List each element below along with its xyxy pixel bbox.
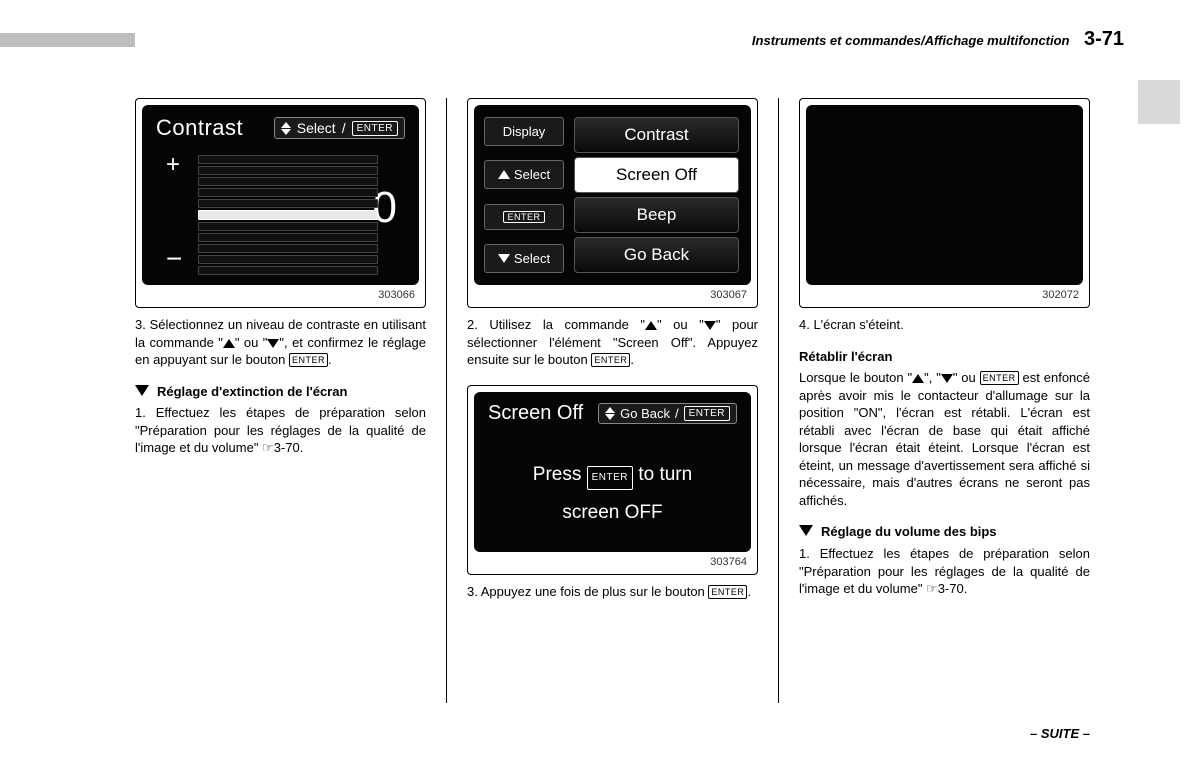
- menu-item-beep[interactable]: Beep: [574, 197, 739, 233]
- col3-heading: Rétablir l'écran: [799, 348, 1090, 366]
- col3-text: 4. L'écran s'éteint. Rétablir l'écran Lo…: [799, 316, 1090, 604]
- display-button[interactable]: Display: [484, 117, 564, 146]
- select-down-button[interactable]: Select: [484, 244, 564, 273]
- screen-blank: [806, 105, 1083, 285]
- col1-subheading: Réglage d'extinction de l'écran: [135, 383, 426, 401]
- col2-text2: 3. Appuyez une fois de plus sur le bouto…: [467, 583, 758, 607]
- menu-items: Contrast Screen Off Beep Go Back: [574, 117, 739, 273]
- contrast-bars: [198, 155, 378, 277]
- goback-enter-box: Go Back / ENTER: [598, 403, 737, 424]
- screen-blank-frame: 302072: [799, 98, 1090, 308]
- screen-contrast-frame: Contrast Select / ENTER + − 0 30: [135, 98, 426, 308]
- up-arrow-icon: [498, 170, 510, 179]
- enter-icon: ENTER: [708, 585, 747, 599]
- col3-p3: 1. Effectuez les étapes de préparation s…: [799, 545, 1090, 598]
- enter-button[interactable]: ENTER: [484, 204, 564, 230]
- figure-ref: 303764: [474, 556, 747, 568]
- thumb-tab: [1138, 80, 1180, 124]
- screen-menu-frame: Display Select ENTER Select Contrast Scr…: [467, 98, 758, 308]
- up-arrow-icon: [912, 374, 924, 383]
- header-bar: [0, 33, 135, 47]
- select-enter-box: Select / ENTER: [274, 117, 405, 139]
- section-marker-icon: [135, 385, 149, 396]
- subheading-text: Réglage d'extinction de l'écran: [157, 383, 347, 401]
- subheading-text: Réglage du volume des bips: [821, 523, 997, 541]
- screen-menu: Display Select ENTER Select Contrast Scr…: [474, 105, 751, 285]
- updown-icon: [605, 407, 615, 420]
- column-divider: [778, 98, 779, 703]
- col3-subheading: Réglage du volume des bips: [799, 523, 1090, 541]
- menu-item-contrast[interactable]: Contrast: [574, 117, 739, 153]
- breadcrumb: Instruments et commandes/Affichage multi…: [135, 28, 1200, 51]
- enter-icon: ENTER: [591, 353, 630, 367]
- up-arrow-icon: [223, 339, 235, 348]
- down-arrow-icon: [498, 254, 510, 263]
- enter-icon: ENTER: [980, 371, 1019, 385]
- column-divider: [446, 98, 447, 703]
- minus-icon: −: [166, 243, 182, 275]
- down-arrow-icon: [704, 321, 716, 330]
- screen-off-message: Press ENTER to turn screen OFF: [474, 456, 751, 532]
- screen-contrast: Contrast Select / ENTER + − 0: [142, 105, 419, 285]
- screen-off-prompt: Screen Off Go Back / ENTER Press ENTER t…: [474, 392, 751, 552]
- column-3: 302072 4. L'écran s'éteint. Rétablir l'é…: [799, 98, 1090, 703]
- screen-off-frame: Screen Off Go Back / ENTER Press ENTER t…: [467, 385, 758, 575]
- col2-p1: 2. Utilisez la commande "" ou "" pour sé…: [467, 316, 758, 369]
- breadcrumb-text: Instruments et commandes/Affichage multi…: [752, 33, 1070, 48]
- select-label: Select: [297, 120, 336, 136]
- screen-title: Contrast: [156, 115, 243, 141]
- column-1: Contrast Select / ENTER + − 0 30: [135, 98, 426, 703]
- content-columns: Contrast Select / ENTER + − 0 30: [135, 98, 1090, 703]
- footer-suite: – SUITE –: [1030, 726, 1090, 741]
- slash: /: [342, 120, 346, 136]
- down-arrow-icon: [267, 339, 279, 348]
- enter-icon: ENTER: [352, 121, 398, 136]
- select-up-button[interactable]: Select: [484, 160, 564, 189]
- down-arrow-icon: [941, 374, 953, 383]
- figure-ref: 303067: [474, 289, 747, 301]
- goback-label: Go Back: [620, 406, 670, 421]
- col1-p2: 1. Effectuez les étapes de préparation s…: [135, 404, 426, 457]
- updown-icon: [281, 122, 291, 135]
- up-arrow-icon: [645, 321, 657, 330]
- enter-icon: ENTER: [289, 353, 328, 367]
- page-header: Instruments et commandes/Affichage multi…: [0, 28, 1200, 51]
- column-2: Display Select ENTER Select Contrast Scr…: [467, 98, 758, 703]
- enter-icon: ENTER: [587, 466, 633, 490]
- col1-text: 3. Sélectionnez un niveau de contraste e…: [135, 316, 426, 463]
- col1-p1: 3. Sélectionnez un niveau de contraste e…: [135, 316, 426, 369]
- col2-p3: 3. Appuyez une fois de plus sur le bouto…: [467, 583, 758, 601]
- screen-title: Screen Off: [488, 402, 583, 425]
- col3-p1: 4. L'écran s'éteint.: [799, 316, 1090, 334]
- menu-item-screen-off[interactable]: Screen Off: [574, 157, 739, 193]
- menu-left-buttons: Display Select ENTER Select: [484, 117, 564, 273]
- enter-icon: ENTER: [684, 406, 730, 421]
- figure-ref: 302072: [806, 289, 1079, 301]
- menu-item-go-back[interactable]: Go Back: [574, 237, 739, 273]
- section-marker-icon: [799, 525, 813, 536]
- plus-icon: +: [166, 151, 180, 179]
- figure-ref: 303066: [142, 289, 415, 301]
- col2-text1: 2. Utilisez la commande "" ou "" pour sé…: [467, 316, 758, 375]
- col3-p2: Lorsque le bouton "", "" ou ENTER est en…: [799, 369, 1090, 509]
- page-number: 3-71: [1084, 28, 1184, 50]
